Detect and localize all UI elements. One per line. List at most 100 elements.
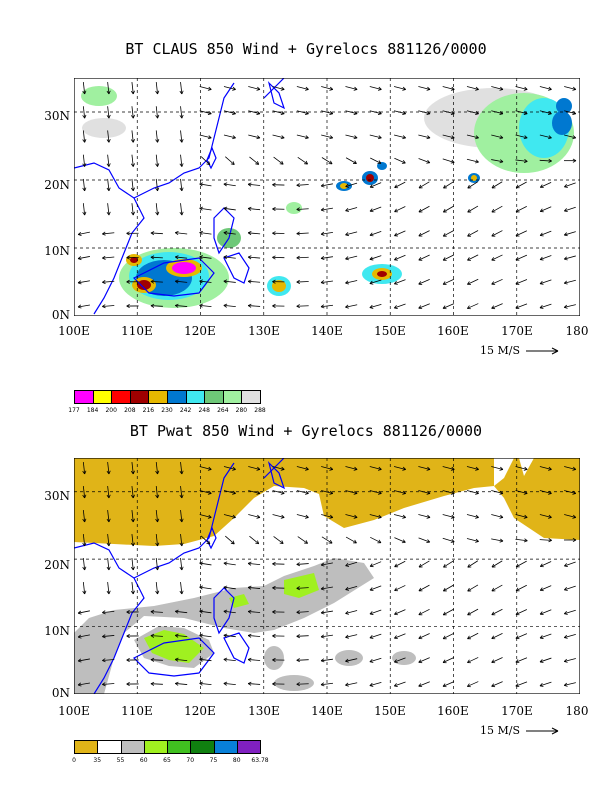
panel2-map [74,458,580,694]
wind-arrow-head [155,114,160,119]
wind-arrow [248,490,261,494]
wind-arrow-head [102,634,106,639]
wind-arrow [131,533,134,547]
wind-arrow-head [296,562,301,567]
wind-arrow [442,632,455,640]
wind-arrow-head [523,159,528,164]
wind-arrow-head [320,634,325,639]
wind-arrow-head [548,111,552,115]
wind-arrow-head [328,539,333,544]
wind-arrow [320,304,334,308]
wind-arrow [223,490,236,494]
wind-arrow-head [296,304,301,309]
panel1-ytick-3: 30N [44,109,70,123]
wind-arrow-head [467,635,471,640]
wind-arrow-head [475,466,479,471]
panel1-colorbar-swatch [241,390,261,404]
wind-arrow-head [475,86,479,91]
wind-arrow [273,156,284,165]
wind-arrow-head [82,187,87,192]
wind-arrow-head [563,280,568,285]
ref-arrow-icon [525,727,558,735]
wind-arrow-head [539,208,544,213]
wind-arrow [199,183,212,187]
wind-arrow-head [106,90,111,95]
wind-arrow-head [232,135,236,140]
wind-arrow-head [418,659,423,664]
wind-arrow [540,206,552,212]
wind-arrow [418,466,431,470]
wind-arrow-head [450,111,455,115]
wind-arrow [491,230,503,237]
wind-arrow [466,86,479,90]
wind-arrow [369,134,382,139]
wind-arrow [223,658,236,662]
wind-arrow-head [272,585,276,590]
panel2-xtick-3: 130E [248,704,280,718]
wind-arrow-head [491,281,496,285]
wind-arrow-head [199,633,203,638]
wind-arrow-head [199,303,203,308]
wind-arrow [539,609,552,615]
wind-arrow-head [377,514,382,519]
wind-arrow-head [499,159,504,164]
panel2-colorbar-swatch [236,740,261,754]
wind-arrow-head [393,659,398,664]
wind-vectors [77,461,577,688]
wind-arrow-head [426,539,431,543]
wind-arrow-head [130,187,135,192]
wind-arrow [248,611,261,613]
wind-arrow-head [515,232,520,237]
wind-arrow-head [207,490,212,495]
wind-arrow [102,683,115,685]
wind-arrow [296,466,309,470]
wind-arrow [491,538,504,542]
wind-arrow [515,134,528,139]
wind-arrow-head [232,514,236,519]
wind-arrow-head [345,207,350,212]
wind-arrow-head [106,542,111,547]
wind-arrow-head [329,111,334,115]
wind-arrow-head [232,466,236,471]
wind-arrow [491,134,504,139]
wind-arrow-head [402,490,406,495]
wind-arrow [107,461,110,475]
wind-arrow [540,585,552,591]
wind-arrow-head [345,183,350,188]
wind-arrow [180,130,183,143]
wind-arrow [248,659,261,661]
wind-arrow [394,681,406,687]
wind-arrow [345,182,358,188]
wind-arrow [297,536,308,544]
wind-arrow-head [320,562,325,567]
wind-arrow [102,610,115,614]
wind-arrow [199,304,212,308]
wind-arrow [393,86,406,90]
wind-arrow [131,509,134,523]
wind-arrow-head [442,305,447,310]
wind-arrow-head [296,279,301,284]
panel1-colorbar-label: 230 [161,407,173,414]
wind-arrow [442,278,455,285]
wind-arrow [491,633,503,639]
wind-arrow [155,557,158,571]
wind-arrow [296,281,309,283]
wind-arrow-head [450,135,455,140]
wind-arrow [467,681,479,687]
wind-arrow [296,683,309,685]
wind-arrow-head [394,563,399,568]
wind-arrow-head [572,490,577,495]
wind-arrow-head [402,111,406,115]
wind-arrow-head [256,86,261,91]
wind-arrow-head [572,514,577,519]
wind-arrow-head [491,659,496,664]
wind-arrow-head [296,682,301,687]
wind-arrow [539,110,552,115]
wind-arrow-head [199,561,204,566]
wind-arrow-head [345,280,349,285]
wind-arrow [467,584,479,592]
wind-arrow-head [102,682,106,687]
wind-arrow [564,466,576,470]
wind-arrow-head [467,563,472,568]
wind-arrow [155,533,158,547]
